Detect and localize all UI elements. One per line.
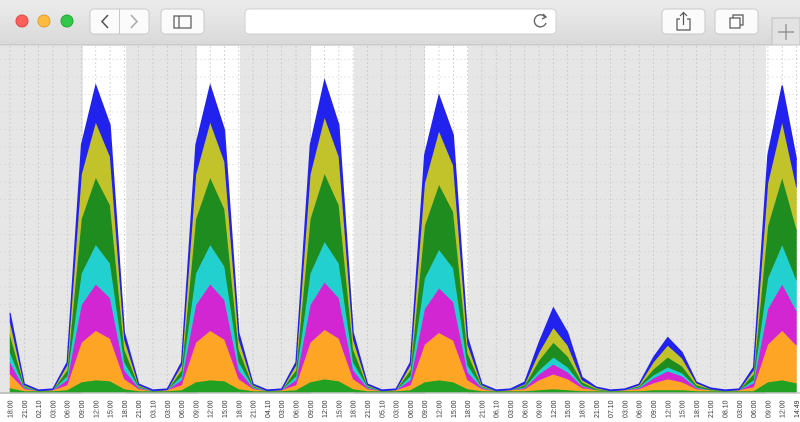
sidebar-button[interactable] xyxy=(160,8,205,35)
x-tick-label: 05.10 xyxy=(379,400,386,418)
x-tick-label: 06:00 xyxy=(522,400,529,418)
x-tick-label: 18:00 xyxy=(122,400,129,418)
x-tick-label: 12:00 xyxy=(665,400,672,418)
x-tick-label: 12:00 xyxy=(437,400,444,418)
x-tick-label: 09:00 xyxy=(422,400,429,418)
x-tick-label: 03.10 xyxy=(151,400,158,418)
x-tick-label: 02.10 xyxy=(36,400,43,418)
x-tick-label: 21:00 xyxy=(708,400,715,418)
x-tick-label: 12:00 xyxy=(322,400,329,418)
x-tick-label: 15:00 xyxy=(680,400,687,418)
x-tick-label: 07.10 xyxy=(608,400,615,418)
x-tick-label: 15:00 xyxy=(222,400,229,418)
x-tick-label: 03:00 xyxy=(737,400,744,418)
x-tick-label: 09:00 xyxy=(308,400,315,418)
x-tick-label: 15:00 xyxy=(336,400,343,418)
x-tick-label: 18:00 xyxy=(465,400,472,418)
share-button[interactable] xyxy=(661,8,706,35)
x-tick-label: 09:00 xyxy=(765,400,772,418)
outline xyxy=(9,78,798,391)
x-tick-label: 06:00 xyxy=(65,400,72,418)
plot-background xyxy=(0,46,800,394)
x-tick-label: 12:00 xyxy=(551,400,558,418)
x-tick-label: 09:00 xyxy=(79,400,86,418)
x-tick-label: 15:00 xyxy=(108,400,115,418)
x-tick-label: 18:00 xyxy=(8,400,15,418)
x-tick-label: 21:00 xyxy=(365,400,372,418)
x-tick-label: 06:00 xyxy=(179,400,186,418)
x-tick-label: 03:00 xyxy=(50,400,57,418)
x-tick-label: 21:00 xyxy=(22,400,29,418)
x-tick-label: 12:00 xyxy=(780,400,787,418)
close-button[interactable] xyxy=(15,14,29,28)
x-tick-label: 09:00 xyxy=(537,400,544,418)
x-tick-label: 12:00 xyxy=(93,400,100,418)
x-tick-label: 18:00 xyxy=(351,400,358,418)
x-tick-label: 09:00 xyxy=(651,400,658,418)
tabs-button[interactable] xyxy=(714,8,759,35)
x-tick-label: 03:00 xyxy=(165,400,172,418)
x-tick-label: 08.10 xyxy=(723,400,730,418)
x-tick-label: 21:00 xyxy=(594,400,601,418)
x-tick-label: 18:00 xyxy=(580,400,587,418)
x-tick-label: 21:00 xyxy=(479,400,486,418)
x-tick-label: 09:00 xyxy=(193,400,200,418)
x-tick-label: 15:00 xyxy=(565,400,572,418)
x-tick-label: 18:00 xyxy=(236,400,243,418)
x-tick-label: 21:00 xyxy=(251,400,258,418)
zoom-button[interactable] xyxy=(60,14,74,28)
x-tick-label: 03:00 xyxy=(394,400,401,418)
x-tick-label: 06.10 xyxy=(494,400,501,418)
x-tick-label: 06:00 xyxy=(637,400,644,418)
minimize-button[interactable] xyxy=(37,14,51,28)
x-tick-label: 15:00 xyxy=(451,400,458,418)
x-tick-label: 03:00 xyxy=(508,400,515,418)
x-tick-label: 03:00 xyxy=(279,400,286,418)
address-bar[interactable] xyxy=(244,8,557,35)
x-tick-label: 06:00 xyxy=(408,400,415,418)
x-axis: 18:00 21:00 02.10 03:00 06:00 09:00 12:00 15:00… xyxy=(0,392,800,418)
x-tick-label: 21:00 xyxy=(136,400,143,418)
x-tick-label: 06:00 xyxy=(751,400,758,418)
x-tick-label: 06:00 xyxy=(294,400,301,418)
x-tick-label: 03:00 xyxy=(622,400,629,418)
new-tab-button[interactable] xyxy=(771,17,800,46)
x-tick-label: 18:00 xyxy=(694,400,701,418)
x-tick-label: 14:49 xyxy=(794,400,800,418)
x-tick-label: 04.10 xyxy=(265,400,272,418)
x-tick-label: 12:00 xyxy=(208,400,215,418)
stacked-areas xyxy=(9,78,798,393)
back-forward[interactable] xyxy=(89,8,150,35)
